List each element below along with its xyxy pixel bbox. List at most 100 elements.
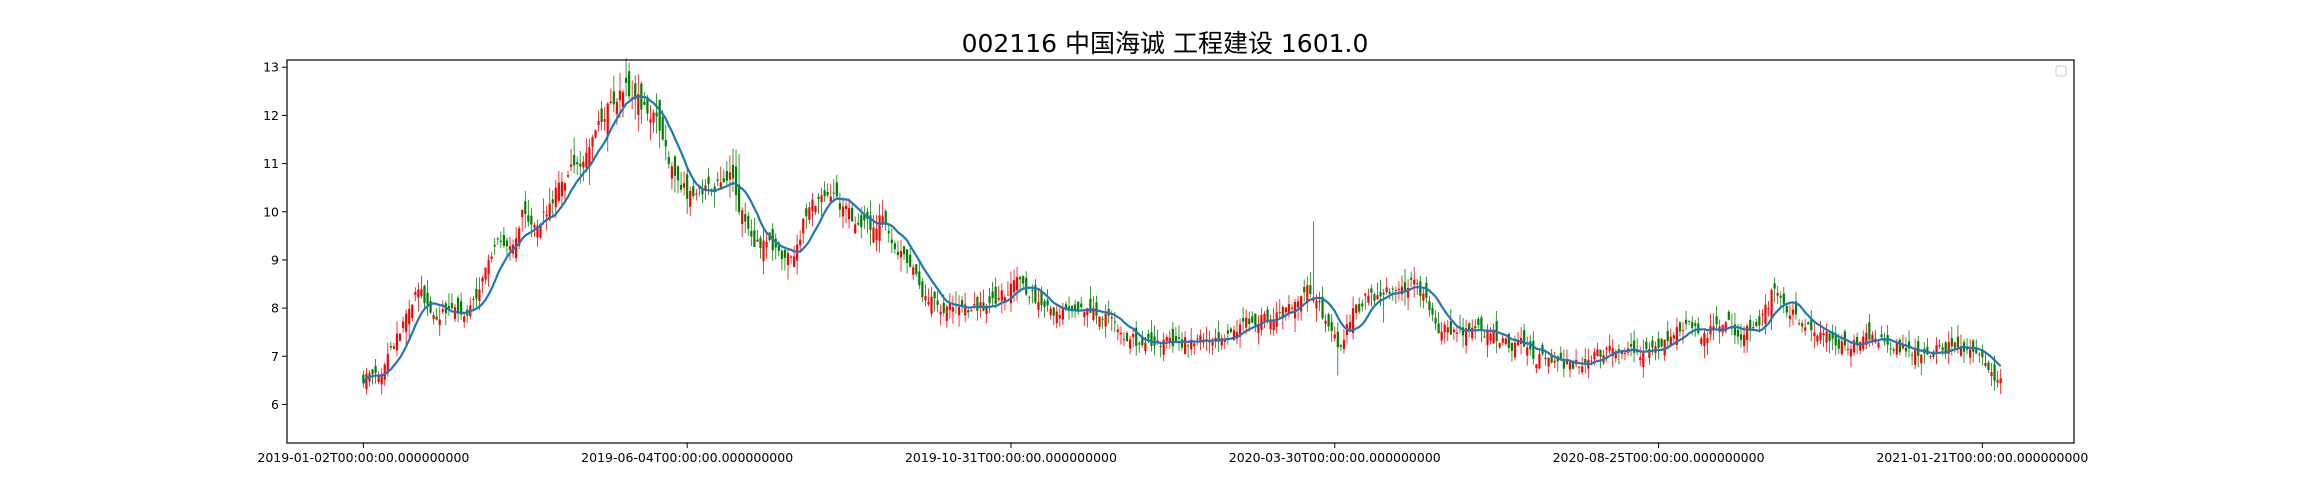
candle-down — [1688, 320, 1691, 322]
candle-down — [1727, 311, 1730, 320]
candle-down — [1599, 349, 1602, 357]
candle-up — [1211, 341, 1214, 346]
candle-down — [686, 174, 689, 199]
candle-up — [1492, 331, 1495, 344]
candle-down — [1428, 301, 1431, 311]
candle-up — [1590, 360, 1593, 362]
candle-down — [1941, 347, 1944, 351]
candle-up — [1947, 342, 1950, 354]
candle-down — [1904, 347, 1908, 352]
candle-down — [1666, 330, 1669, 342]
candle-down — [371, 369, 374, 375]
candle-up — [1190, 339, 1193, 350]
candle-down — [1773, 283, 1776, 289]
candle-up — [1526, 347, 1529, 356]
candle-down — [1070, 305, 1074, 310]
candle-up — [1315, 300, 1318, 309]
candle-down — [1425, 282, 1428, 298]
candle-up — [588, 147, 591, 167]
candle-down — [1336, 331, 1339, 348]
candle-up — [1920, 354, 1923, 364]
candle-up — [392, 346, 396, 349]
candle-up — [945, 306, 948, 322]
candle-up — [1593, 352, 1596, 360]
candle-up — [683, 183, 686, 188]
candle-down — [1510, 342, 1514, 351]
y-tick-label: 12 — [263, 108, 279, 123]
candle-up — [1260, 314, 1263, 330]
candle-up — [970, 310, 973, 312]
candle-down — [679, 184, 683, 190]
candle-down — [1034, 285, 1037, 303]
candle-down — [1028, 296, 1031, 298]
y-tick-label: 13 — [263, 60, 279, 75]
candle-up — [799, 239, 802, 246]
candle-up — [1914, 350, 1917, 365]
candle-up — [432, 315, 435, 319]
candle-up — [1712, 326, 1715, 329]
candle-down — [530, 215, 533, 225]
candle-down — [734, 166, 738, 196]
candle-up — [1397, 288, 1401, 290]
candle-up — [1061, 307, 1064, 320]
candle-down — [1880, 334, 1883, 337]
candle-down — [1678, 322, 1682, 332]
candle-down — [493, 244, 496, 247]
candle-down — [1834, 335, 1837, 346]
candle-up — [762, 240, 765, 262]
candle-down — [1434, 317, 1437, 324]
candle-up — [1355, 304, 1358, 314]
candle-up — [1443, 324, 1446, 333]
candle-up — [1804, 327, 1807, 331]
candle-down — [750, 230, 753, 237]
candle-down — [1950, 337, 1953, 347]
candle-up — [1938, 345, 1941, 347]
candle-up — [1498, 343, 1501, 348]
candle-up — [401, 321, 405, 328]
candle-down — [1449, 321, 1452, 335]
candle-up — [1455, 332, 1459, 334]
candle-down — [628, 71, 631, 97]
candle-down — [1171, 328, 1174, 347]
candle-up — [1672, 335, 1675, 339]
candle-up — [518, 228, 521, 246]
candle-down — [832, 192, 835, 194]
candle-down — [1987, 362, 1990, 370]
candle-up — [979, 302, 982, 306]
candle-up — [1825, 331, 1828, 343]
candle-up — [756, 239, 759, 242]
candle-up — [594, 130, 597, 138]
candle-down — [624, 77, 628, 83]
candle-down — [576, 162, 579, 165]
candle-down — [1266, 309, 1269, 321]
candle-up — [548, 203, 551, 220]
candle-up — [1840, 341, 1843, 355]
candle-up — [1257, 324, 1260, 334]
x-tick-label: 2019-01-02T00:00:00.000000000 — [257, 450, 469, 465]
candle-down — [887, 230, 890, 234]
candle-up — [1235, 332, 1239, 339]
candle-up — [1611, 348, 1614, 357]
candle-up — [854, 224, 857, 234]
candle-up — [637, 94, 640, 115]
candle-up — [1639, 357, 1642, 360]
candle-down — [896, 251, 900, 256]
candle-up — [1852, 340, 1856, 353]
candle-down — [722, 178, 725, 183]
candle-up — [1608, 345, 1611, 351]
candle-down — [1135, 327, 1138, 346]
candle-down — [1831, 333, 1834, 339]
candle-up — [1849, 348, 1853, 357]
candle-up — [1862, 336, 1865, 349]
candle-down — [1080, 303, 1083, 308]
candle-up — [1746, 325, 1749, 341]
candle-up — [621, 92, 625, 108]
candle-up — [554, 187, 557, 208]
x-tick-label: 2019-10-31T00:00:00.000000000 — [905, 450, 1117, 465]
candle-down — [753, 230, 756, 247]
candle-up — [1232, 330, 1236, 340]
candle-down — [1046, 300, 1049, 306]
candle-up — [395, 333, 399, 351]
candle-down — [1559, 352, 1562, 361]
candle-up — [1895, 342, 1898, 355]
